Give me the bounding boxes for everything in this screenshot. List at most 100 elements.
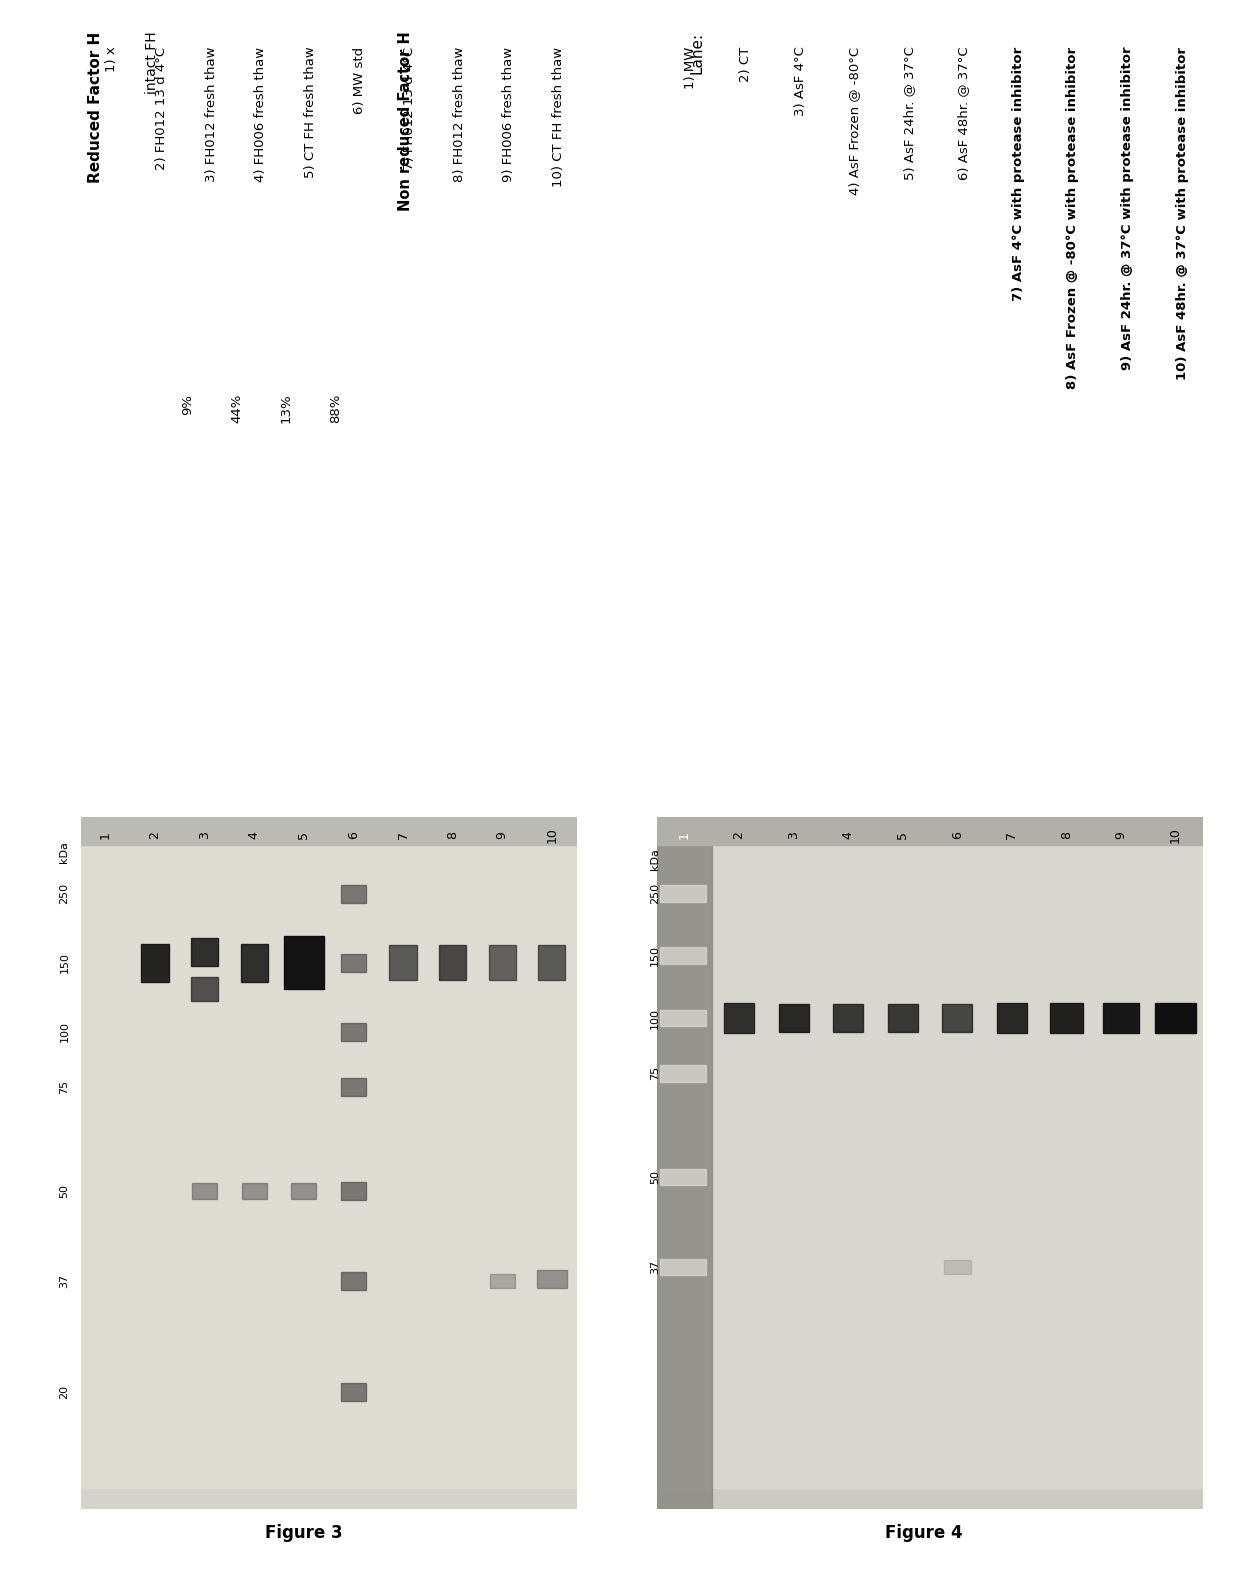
- Text: 4) AsF Frozen @ -80°C: 4) AsF Frozen @ -80°C: [848, 47, 861, 195]
- Text: 1) MW: 1) MW: [684, 47, 697, 90]
- Text: 10: 10: [546, 827, 558, 843]
- Bar: [291, 1182, 316, 1199]
- Text: 9) FH006 fresh thaw: 9) FH006 fresh thaw: [502, 47, 515, 182]
- Text: 9: 9: [1115, 830, 1127, 839]
- Text: 7) AsF 4°C with protease inhibitor: 7) AsF 4°C with protease inhibitor: [1012, 47, 1024, 300]
- Text: kDa: kDa: [650, 847, 661, 869]
- Text: 8) AsF Frozen @ -80°C with protease inhibitor: 8) AsF Frozen @ -80°C with protease inhi…: [1066, 47, 1079, 388]
- Bar: [660, 948, 707, 964]
- Text: 2: 2: [149, 830, 161, 839]
- Bar: [944, 1261, 971, 1273]
- Text: 10) AsF 48hr. @ 37°C with protease inhibitor: 10) AsF 48hr. @ 37°C with protease inhib…: [1176, 47, 1188, 379]
- Bar: [1050, 1003, 1083, 1033]
- Bar: [660, 885, 707, 902]
- Text: 5) AsF 24hr. @ 37°C: 5) AsF 24hr. @ 37°C: [903, 47, 915, 181]
- Text: 3: 3: [198, 830, 211, 839]
- Bar: [538, 945, 565, 979]
- Text: 7: 7: [1006, 830, 1018, 839]
- Bar: [341, 954, 366, 971]
- Text: 100: 100: [650, 1008, 661, 1028]
- Bar: [660, 1009, 707, 1027]
- Text: 4: 4: [248, 830, 260, 839]
- Bar: [242, 1182, 267, 1199]
- Bar: [888, 1005, 918, 1031]
- Text: 5: 5: [897, 830, 909, 839]
- Bar: [657, 817, 712, 1509]
- Text: 150: 150: [650, 945, 661, 967]
- Bar: [341, 885, 366, 902]
- Text: 6) AsF 48hr. @ 37°C: 6) AsF 48hr. @ 37°C: [957, 47, 970, 181]
- Text: 37: 37: [650, 1261, 661, 1273]
- Bar: [192, 1182, 217, 1199]
- Bar: [241, 943, 268, 981]
- Text: Lane:: Lane:: [689, 31, 704, 74]
- Bar: [660, 1170, 707, 1185]
- Bar: [724, 1003, 754, 1033]
- Text: 9) AsF 24hr. @ 37°C with protease inhibitor: 9) AsF 24hr. @ 37°C with protease inhibi…: [1121, 47, 1133, 369]
- Text: 2: 2: [733, 830, 745, 839]
- Text: 75: 75: [60, 1080, 69, 1094]
- Text: 8: 8: [446, 830, 459, 839]
- Bar: [833, 1005, 863, 1031]
- Text: 2) CT: 2) CT: [739, 47, 751, 82]
- Text: 8: 8: [1060, 830, 1073, 839]
- Text: 13%: 13%: [280, 393, 293, 423]
- Bar: [1156, 1003, 1195, 1033]
- Bar: [439, 945, 466, 979]
- Text: 50: 50: [60, 1184, 69, 1198]
- Bar: [341, 1023, 366, 1041]
- Text: 250: 250: [650, 883, 661, 904]
- Bar: [341, 1078, 366, 1096]
- Bar: [191, 938, 218, 967]
- Text: 100: 100: [60, 1022, 69, 1042]
- Text: 1: 1: [99, 830, 112, 839]
- Text: 5: 5: [298, 830, 310, 839]
- Bar: [1104, 1003, 1138, 1033]
- Text: 9%: 9%: [181, 393, 193, 415]
- Text: intact FH: intact FH: [145, 31, 159, 94]
- Bar: [141, 943, 169, 981]
- Text: 3: 3: [787, 830, 800, 839]
- Text: 1: 1: [678, 830, 691, 839]
- Text: 9: 9: [496, 830, 508, 839]
- Text: 75: 75: [650, 1066, 661, 1080]
- Bar: [660, 1259, 707, 1275]
- Bar: [779, 1005, 808, 1031]
- Bar: [389, 945, 417, 979]
- Bar: [537, 1270, 567, 1287]
- Text: 6) MW std: 6) MW std: [353, 47, 366, 113]
- Text: 20: 20: [60, 1385, 69, 1399]
- Text: 88%: 88%: [330, 393, 342, 423]
- Text: 150: 150: [60, 953, 69, 973]
- Text: Figure 4: Figure 4: [885, 1523, 962, 1542]
- Text: 44%: 44%: [231, 393, 243, 423]
- Text: 250: 250: [60, 883, 69, 904]
- Text: 4: 4: [842, 830, 854, 839]
- Bar: [81, 817, 577, 846]
- Text: 8) FH012 fresh thaw: 8) FH012 fresh thaw: [453, 47, 465, 182]
- Text: 3) AsF 4°C: 3) AsF 4°C: [794, 47, 806, 116]
- Text: 4) FH006 fresh thaw: 4) FH006 fresh thaw: [254, 47, 267, 182]
- Bar: [284, 937, 324, 989]
- Bar: [997, 1003, 1027, 1033]
- Text: 5) CT FH fresh thaw: 5) CT FH fresh thaw: [304, 47, 316, 178]
- Bar: [660, 1066, 707, 1082]
- Text: 7) FH012 13 d 4°C: 7) FH012 13 d 4°C: [403, 47, 415, 170]
- Text: kDa: kDa: [60, 841, 69, 863]
- Bar: [191, 976, 218, 1001]
- Bar: [341, 1272, 366, 1291]
- Bar: [490, 1273, 515, 1287]
- Text: 50: 50: [650, 1170, 661, 1184]
- Bar: [489, 945, 516, 979]
- Text: 6: 6: [347, 830, 360, 839]
- Bar: [942, 1005, 972, 1031]
- Text: Non reduced Factor H: Non reduced Factor H: [398, 31, 413, 211]
- Text: 2) FH012 13 d 4°C: 2) FH012 13 d 4°C: [155, 47, 167, 170]
- Bar: [341, 1382, 366, 1401]
- Text: Reduced Factor H: Reduced Factor H: [88, 31, 103, 182]
- Text: 37: 37: [60, 1273, 69, 1287]
- Text: 6: 6: [951, 830, 963, 839]
- Text: 7: 7: [397, 830, 409, 839]
- Bar: [657, 817, 1203, 846]
- Text: 3) FH012 fresh thaw: 3) FH012 fresh thaw: [205, 47, 217, 182]
